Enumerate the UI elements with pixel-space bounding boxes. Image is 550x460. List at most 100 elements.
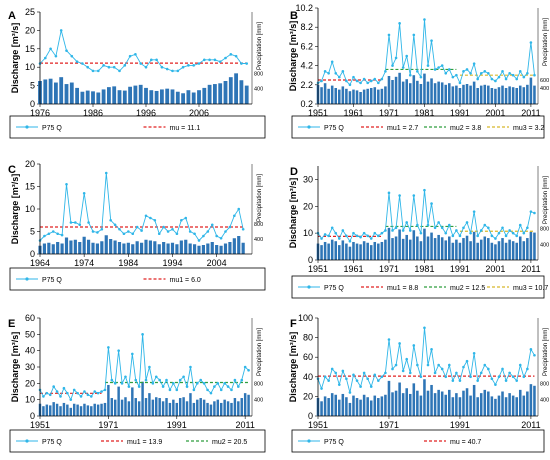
discharge-line [39,30,247,72]
y-tick-label: 10 [25,62,35,72]
legend: P75 Q mu1 = 2.7 mu2 = 3.8 mu3 = 3.2 [291,115,544,139]
x-tick-label: 1971 [379,420,399,430]
precip-bar [117,242,122,254]
discharge-point [497,375,501,379]
discharge-point [359,81,362,85]
discharge-point [377,234,380,238]
precip-bar [416,390,419,416]
discharge-point [112,65,116,69]
discharge-point [154,375,158,379]
discharge-point [465,221,469,224]
precip-bar [380,396,384,416]
precip-bar [373,241,377,260]
precip-bar [487,85,490,104]
precip-bar [53,82,58,104]
precip-bar [440,82,444,104]
discharge-point [359,385,362,388]
discharge-point [241,227,245,231]
discharge-point [408,229,412,232]
discharge-point [419,231,423,235]
precip-bar [508,393,511,416]
discharge-point [243,365,247,369]
x-tick-label: 1976 [30,108,50,118]
discharge-point [391,229,394,232]
discharge-point [508,371,511,375]
panel-letter: B [290,10,298,22]
discharge-point [320,237,323,240]
y2-axis-label: Precipitation [mm] [543,18,549,66]
precip-bar [320,245,323,260]
y2-tick-label: 800 [254,222,263,228]
discharge-point [56,232,59,236]
precip-bar [526,84,529,104]
y-tick-label: 20 [25,25,35,35]
discharge-point [469,375,472,379]
precip-bar [234,73,239,104]
discharge-point [104,171,108,175]
discharge-point [233,378,237,382]
discharge-point [462,226,465,230]
precip-bar [191,92,196,104]
precip-bar [62,402,66,416]
precip-bar [95,243,100,254]
discharge-point [70,54,74,58]
precip-bar [437,389,440,416]
discharge-point [193,232,196,236]
precip-bar [110,398,114,416]
precip-bar [230,402,233,416]
legend: P75 Q mu1 = 13.9 mu2 = 20.5 [9,429,266,453]
precip-bar [338,89,341,104]
discharge-point [117,349,120,352]
discharge-point [529,348,533,351]
precip-bar [380,88,384,104]
precip-bar [426,81,430,104]
discharge-point [341,369,345,373]
discharge-point [526,367,529,371]
discharge-point [494,237,497,240]
discharge-point [81,62,84,65]
discharge-point [458,234,462,238]
precip-bar [151,399,155,416]
discharge-point [155,58,158,62]
precip-bar [490,396,494,416]
discharge-point [515,379,519,383]
precip-bar [398,382,401,416]
precip-bar [504,397,508,416]
y-tick-label: 20 [303,391,313,401]
precip-bar [508,239,511,260]
discharge-point [430,39,433,42]
discharge-point [230,388,233,392]
precip-bar [458,397,462,416]
discharge-point [447,363,451,367]
discharge-point [113,382,117,385]
x-tick-label: 1951 [308,264,328,274]
precip-bar [206,243,210,254]
x-tick-label: 1991 [450,420,470,430]
discharge-point [137,385,141,388]
discharge-point [157,232,161,236]
precip-bar [430,232,433,260]
discharge-point [337,383,341,386]
discharge-point [219,236,223,240]
precip-bar [113,399,117,416]
discharge-point [327,71,330,75]
discharge-point [197,239,201,242]
discharge-point [330,367,334,371]
discharge-point [165,378,168,382]
precip-bar [43,79,48,104]
discharge-point [100,227,104,231]
x-tick-label: 2011 [521,420,540,430]
discharge-point [148,365,151,369]
x-tick-label: 1991 [450,108,470,118]
discharge-point [362,231,366,235]
discharge-point [66,391,69,395]
discharge-point [416,363,419,367]
discharge-point [203,58,206,62]
discharge-point [401,66,405,69]
discharge-point [47,232,51,236]
discharge-point [529,41,533,44]
discharge-point [405,54,409,58]
y-axis-label: Discharge [m³/s] [10,174,20,245]
discharge-point [78,223,82,227]
precip-bar [182,397,185,416]
